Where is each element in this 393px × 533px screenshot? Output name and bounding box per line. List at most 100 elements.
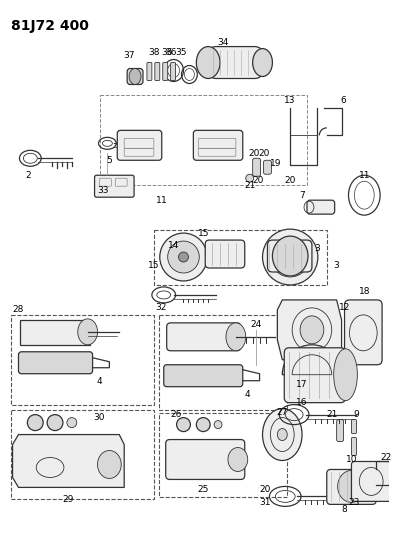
Text: 36: 36 <box>165 48 176 57</box>
FancyBboxPatch shape <box>193 131 243 160</box>
Polygon shape <box>277 300 342 360</box>
FancyBboxPatch shape <box>164 365 243 386</box>
Text: 15: 15 <box>198 229 209 238</box>
Text: 33: 33 <box>98 185 109 195</box>
Text: 20: 20 <box>260 485 271 494</box>
Text: 16: 16 <box>296 398 308 407</box>
FancyBboxPatch shape <box>205 240 245 268</box>
FancyBboxPatch shape <box>264 160 272 174</box>
Ellipse shape <box>160 233 207 281</box>
Ellipse shape <box>338 471 365 503</box>
Text: 1: 1 <box>161 196 167 205</box>
Text: 9: 9 <box>354 410 359 419</box>
Text: 29: 29 <box>62 495 73 504</box>
Ellipse shape <box>176 417 190 432</box>
Text: 18: 18 <box>358 287 370 296</box>
Text: 20: 20 <box>285 176 296 185</box>
FancyBboxPatch shape <box>337 419 343 441</box>
Ellipse shape <box>263 229 318 285</box>
Text: 5: 5 <box>107 156 112 165</box>
Ellipse shape <box>263 409 302 461</box>
Ellipse shape <box>47 415 63 431</box>
Text: 25: 25 <box>198 485 209 494</box>
Wedge shape <box>282 345 342 375</box>
FancyBboxPatch shape <box>163 62 168 80</box>
FancyBboxPatch shape <box>147 62 152 80</box>
Bar <box>154 230 327 285</box>
Text: 8: 8 <box>342 505 347 514</box>
FancyBboxPatch shape <box>171 62 176 80</box>
Text: 6: 6 <box>341 96 346 105</box>
Text: 23: 23 <box>349 498 360 507</box>
Text: 2: 2 <box>26 171 31 180</box>
FancyBboxPatch shape <box>166 440 245 480</box>
Ellipse shape <box>178 252 188 262</box>
Ellipse shape <box>226 323 246 351</box>
Polygon shape <box>20 320 90 345</box>
FancyBboxPatch shape <box>268 240 312 272</box>
Text: 20: 20 <box>248 149 259 158</box>
Text: 35: 35 <box>176 48 187 57</box>
Ellipse shape <box>196 46 220 78</box>
Ellipse shape <box>277 429 287 441</box>
FancyBboxPatch shape <box>18 352 93 374</box>
Text: 11: 11 <box>358 171 370 180</box>
Text: 21: 21 <box>244 181 255 190</box>
FancyBboxPatch shape <box>284 348 345 402</box>
Polygon shape <box>13 434 124 487</box>
Bar <box>159 315 287 410</box>
Ellipse shape <box>196 417 210 432</box>
Ellipse shape <box>214 421 222 429</box>
Ellipse shape <box>334 349 357 401</box>
Text: 30: 30 <box>94 413 105 422</box>
Text: 22: 22 <box>380 453 392 462</box>
Text: 19: 19 <box>270 159 281 168</box>
Text: 4: 4 <box>245 390 250 399</box>
FancyBboxPatch shape <box>351 438 356 456</box>
Text: 20: 20 <box>259 149 270 158</box>
FancyBboxPatch shape <box>127 69 143 84</box>
Text: 27: 27 <box>277 408 288 417</box>
Text: 7: 7 <box>299 191 305 200</box>
FancyBboxPatch shape <box>155 62 160 80</box>
Ellipse shape <box>283 250 297 264</box>
Text: 20: 20 <box>252 176 263 185</box>
Text: 10: 10 <box>346 455 357 464</box>
FancyBboxPatch shape <box>253 158 261 176</box>
Ellipse shape <box>272 236 308 276</box>
Ellipse shape <box>253 49 272 77</box>
FancyBboxPatch shape <box>117 131 162 160</box>
FancyBboxPatch shape <box>208 46 263 78</box>
Text: 32: 32 <box>155 303 167 312</box>
FancyBboxPatch shape <box>327 470 376 504</box>
Ellipse shape <box>78 319 97 345</box>
FancyBboxPatch shape <box>345 300 382 365</box>
Text: 4: 4 <box>97 377 102 386</box>
Ellipse shape <box>28 415 43 431</box>
Text: 38: 38 <box>148 48 160 57</box>
Ellipse shape <box>97 450 121 479</box>
Text: 81J72 400: 81J72 400 <box>11 19 88 33</box>
Ellipse shape <box>67 417 77 427</box>
Bar <box>11 315 154 405</box>
Text: 12: 12 <box>339 303 350 312</box>
Text: 31: 31 <box>260 498 271 507</box>
Text: 37: 37 <box>123 51 135 60</box>
Text: 26: 26 <box>170 410 181 419</box>
FancyBboxPatch shape <box>351 419 356 433</box>
Ellipse shape <box>228 448 248 472</box>
Text: 36: 36 <box>161 48 173 57</box>
Text: 34: 34 <box>217 38 229 47</box>
Ellipse shape <box>300 316 324 344</box>
FancyBboxPatch shape <box>351 462 391 502</box>
Text: 3: 3 <box>334 261 340 270</box>
Ellipse shape <box>246 174 253 182</box>
Bar <box>159 413 287 497</box>
Text: 3: 3 <box>314 244 320 253</box>
FancyBboxPatch shape <box>307 200 335 214</box>
Text: 21: 21 <box>326 410 337 419</box>
Bar <box>11 410 154 499</box>
Text: 15: 15 <box>148 261 160 270</box>
Text: 14: 14 <box>168 240 179 249</box>
Text: 1: 1 <box>156 196 162 205</box>
